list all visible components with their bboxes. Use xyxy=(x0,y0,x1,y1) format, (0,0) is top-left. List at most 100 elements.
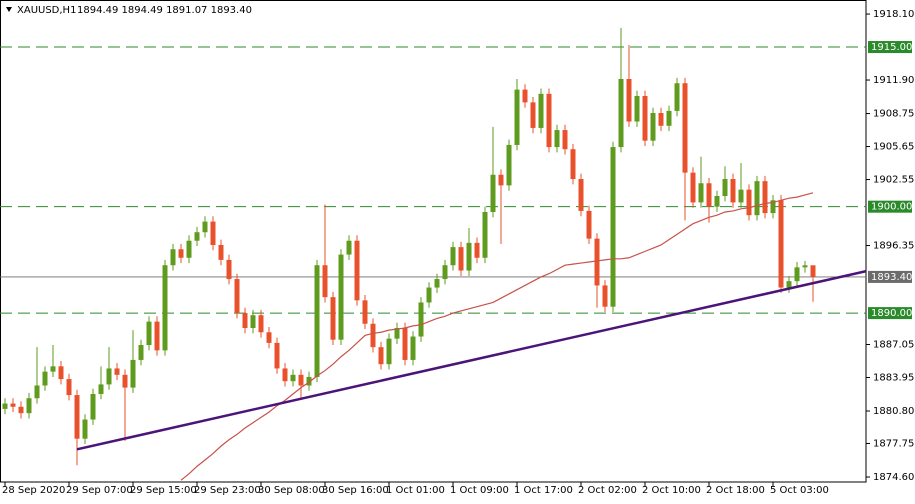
y-tick-label: 1896.35 xyxy=(873,241,914,252)
candle-body xyxy=(26,398,32,414)
candle-body xyxy=(154,321,160,351)
price-label-box xyxy=(868,270,912,283)
candle-body xyxy=(218,244,224,260)
candle-body xyxy=(730,179,736,203)
candle-body xyxy=(426,287,432,303)
candle-body xyxy=(402,328,408,360)
candle-body xyxy=(178,249,184,258)
x-tick-label: 2 Oct 02:00 xyxy=(578,485,637,496)
candle-body xyxy=(10,403,16,407)
candle-body xyxy=(2,403,8,409)
candle-body xyxy=(34,385,40,399)
candle-body xyxy=(314,265,320,377)
candle-body xyxy=(570,149,576,180)
candle-body xyxy=(242,313,248,329)
candle-body xyxy=(210,221,216,245)
x-tick-label: 1 Oct 01:00 xyxy=(386,485,445,496)
candle-body xyxy=(378,347,384,365)
candle-body xyxy=(666,110,672,126)
candle-body xyxy=(450,247,456,266)
candle-body xyxy=(290,374,296,382)
quote-values: 1894.49 1894.49 1891.07 1893.40 xyxy=(77,5,252,16)
candle-body xyxy=(746,189,752,216)
level-label-box xyxy=(868,307,912,320)
candle-body xyxy=(594,238,600,286)
candle-body xyxy=(74,395,80,439)
candle-body xyxy=(770,200,776,214)
y-tick-label: 1911.90 xyxy=(873,75,914,86)
candle-body xyxy=(202,221,208,233)
level-label-box xyxy=(868,41,912,54)
candle-body xyxy=(522,89,528,103)
candle-body xyxy=(170,249,176,266)
candle-body xyxy=(722,179,728,197)
y-tick-label: 1883.95 xyxy=(873,372,914,383)
candle-body xyxy=(650,113,656,141)
candle-body xyxy=(554,130,560,148)
candle-body xyxy=(434,279,440,288)
moving-average xyxy=(180,192,814,481)
candle-body xyxy=(562,130,568,150)
plot-area xyxy=(0,27,866,481)
candle-body xyxy=(610,147,616,307)
candle-body xyxy=(578,179,584,211)
symbol-icon xyxy=(6,7,12,12)
candle-body xyxy=(194,232,200,241)
x-tick-label: 1 Oct 09:00 xyxy=(450,485,509,496)
candle-body xyxy=(162,265,168,351)
candle-body xyxy=(410,336,416,360)
candle-body xyxy=(458,247,464,271)
x-tick-label: 2 Oct 18:00 xyxy=(706,485,765,496)
candle-body xyxy=(282,368,288,382)
candle-body xyxy=(442,265,448,280)
x-tick-label: 29 Sep 07:00 xyxy=(66,485,133,496)
candle-body xyxy=(714,196,720,207)
x-tick-label: 29 Sep 23:00 xyxy=(194,485,261,496)
candle-body xyxy=(58,366,64,380)
candle-body xyxy=(50,366,56,372)
candle-body xyxy=(682,83,688,173)
candle-body xyxy=(490,174,496,212)
candle-body xyxy=(18,406,24,414)
candle-body xyxy=(98,384,104,394)
candle-body xyxy=(754,181,760,216)
candle-body xyxy=(122,374,128,388)
x-tick-label: 30 Sep 08:00 xyxy=(258,485,325,496)
candle-body xyxy=(634,95,640,122)
y-tick-label: 1908.75 xyxy=(873,109,914,120)
candle-body xyxy=(354,240,360,301)
level-label: 1890.00 xyxy=(871,308,912,319)
plot-frame xyxy=(0,0,867,483)
candle-body xyxy=(506,144,512,186)
candle-body xyxy=(114,368,120,375)
candle-body xyxy=(394,328,400,339)
candle-body xyxy=(346,240,352,255)
candle-body xyxy=(234,279,240,314)
candle-body xyxy=(322,265,328,298)
candle-body xyxy=(738,189,744,203)
candle-body xyxy=(90,393,96,420)
candle-body xyxy=(810,265,816,277)
y-tick-label: 1874.60 xyxy=(873,472,914,483)
x-tick-label: 29 Sep 15:00 xyxy=(130,485,197,496)
candle-body xyxy=(538,93,544,128)
level-label: 1915.00 xyxy=(871,42,912,53)
level-label: 1900.00 xyxy=(871,202,912,213)
y-tick-label: 1880.80 xyxy=(873,406,914,417)
candle-body xyxy=(586,210,592,239)
candle-body xyxy=(530,102,536,128)
candle-body xyxy=(338,254,344,340)
candle-body xyxy=(466,242,472,271)
candle-body xyxy=(306,376,312,386)
candle-body xyxy=(706,183,712,207)
candle-body xyxy=(778,200,784,288)
candle-body xyxy=(514,89,520,145)
candle-body xyxy=(138,345,144,360)
candle-body xyxy=(274,342,280,369)
candle-body xyxy=(146,321,152,346)
candle-body xyxy=(418,302,424,337)
candle-body xyxy=(674,83,680,111)
candle-body xyxy=(482,211,488,258)
candle-body xyxy=(698,183,704,203)
candle-body xyxy=(362,300,368,324)
